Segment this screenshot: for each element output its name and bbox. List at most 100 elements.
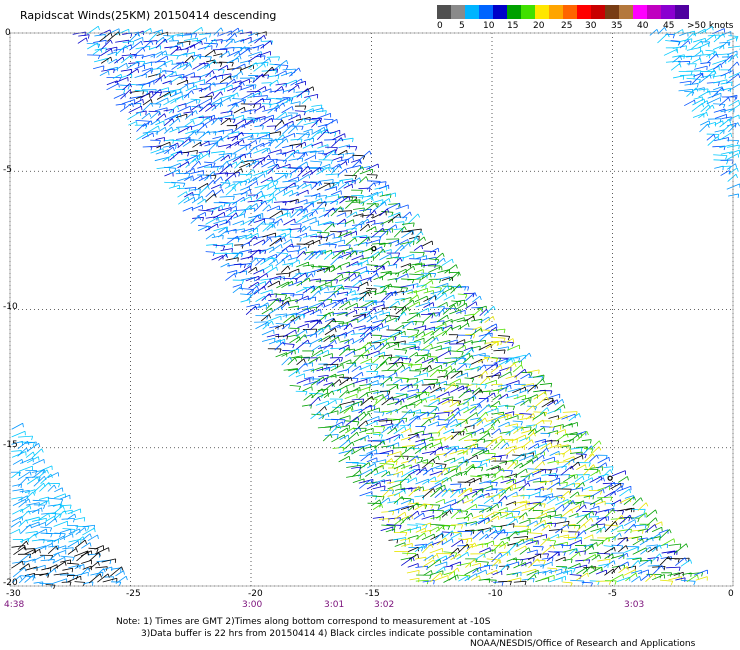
wind-barb [569, 461, 579, 470]
wind-barb-flag [432, 541, 434, 546]
wind-barb-flag [584, 454, 587, 459]
wind-barb [491, 466, 501, 470]
wind-barb [444, 413, 454, 422]
wind-barb-flag [470, 531, 473, 536]
wind-barb [553, 424, 564, 428]
wind-barb [549, 477, 560, 483]
wind-barb [556, 433, 568, 442]
wind-barb [155, 38, 166, 49]
wind-barb-flag [578, 525, 581, 530]
wind-barb-flag [497, 515, 500, 520]
wind-barb [386, 434, 400, 441]
wind-barb-flag [598, 446, 602, 451]
wind-barb [421, 433, 432, 436]
wind-barb-flag [480, 308, 484, 313]
wind-barb [141, 67, 153, 72]
wind-barb-flag [291, 243, 294, 248]
wind-barb [499, 459, 514, 464]
wind-barb [129, 54, 144, 57]
wind-barb-flag [417, 510, 420, 516]
wind-barb-flag [226, 161, 230, 166]
wind-barb-flag [524, 369, 527, 374]
wind-barb [233, 192, 248, 196]
wind-barb [261, 329, 274, 336]
wind-barb [441, 365, 452, 372]
wind-barb [323, 251, 333, 260]
wind-barb [561, 413, 576, 420]
wind-barb [255, 295, 266, 302]
wind-barb-flag [419, 341, 421, 346]
wind-barb [477, 404, 490, 415]
wind-barb [408, 486, 421, 490]
wind-barb [385, 341, 400, 344]
wind-barb [547, 408, 561, 415]
wind-barb [372, 199, 383, 203]
wind-barb [323, 382, 333, 386]
wind-barb [449, 271, 460, 281]
wind-barb-flag [198, 160, 202, 165]
wind-barb-flag [440, 365, 443, 370]
wind-barb [409, 464, 420, 469]
wind-barb [274, 111, 286, 120]
wind-barb [420, 529, 431, 533]
wind-barb-flag [281, 210, 283, 215]
wind-barb-flag [465, 511, 469, 516]
wind-barb [142, 61, 152, 65]
wind-barb-flag [359, 474, 362, 479]
wind-barb [478, 390, 491, 393]
wind-barb [380, 423, 394, 427]
wind-barb-flag [460, 370, 463, 375]
wind-barb [393, 290, 404, 294]
wind-barb-flag [282, 341, 286, 346]
wind-barb [505, 491, 517, 499]
wind-barb [492, 501, 502, 505]
wind-barb [386, 329, 401, 331]
wind-barb [395, 221, 405, 223]
wind-barb [260, 40, 271, 49]
wind-barb-flag [321, 388, 324, 393]
wind-barb-flag [457, 272, 460, 277]
wind-barb-flag [308, 174, 311, 179]
wind-barb [596, 526, 605, 534]
wind-barb [191, 79, 205, 85]
wind-barb-flag [307, 339, 310, 344]
wind-barb-flag [318, 397, 321, 402]
wind-barb-flag [629, 514, 632, 519]
wind-barb-flag [200, 152, 204, 157]
wind-barb-flag [506, 454, 508, 459]
wind-barb [372, 516, 384, 519]
wind-barb-flag [242, 139, 245, 144]
wind-barb-flag [201, 196, 204, 201]
wind-barb-flag [446, 302, 448, 307]
wind-barb-flag [577, 461, 581, 466]
wind-barb [457, 521, 467, 525]
wind-barb [184, 82, 195, 86]
wind-barb [294, 272, 306, 281]
wind-barb [169, 127, 180, 133]
wind-barb [490, 419, 499, 427]
wind-barb-flag [416, 433, 418, 438]
wind-barb [409, 351, 418, 358]
wind-barb-flag [463, 456, 465, 461]
wind-barb [379, 270, 391, 279]
wind-barb-flag [303, 153, 306, 158]
wind-barb [366, 182, 375, 190]
wind-barb-flag [208, 130, 211, 135]
wind-barb [540, 493, 553, 498]
wind-barb [344, 195, 357, 198]
wind-barb-flag [269, 58, 271, 63]
wind-barb [575, 504, 586, 513]
wind-barb [562, 423, 573, 428]
wind-barb-flag [397, 252, 400, 257]
wind-barb [581, 439, 592, 442]
wind-barb-flag [591, 445, 594, 450]
wind-barb-flag [550, 390, 553, 395]
wind-barb [177, 176, 192, 182]
wind-barb [402, 265, 414, 275]
wind-barb [282, 262, 293, 266]
wind-barb-flag [319, 181, 323, 186]
wind-barb-flag [287, 300, 290, 305]
wind-barb-flag [370, 326, 373, 331]
wind-barb [526, 501, 541, 505]
wind-barb [365, 219, 375, 224]
